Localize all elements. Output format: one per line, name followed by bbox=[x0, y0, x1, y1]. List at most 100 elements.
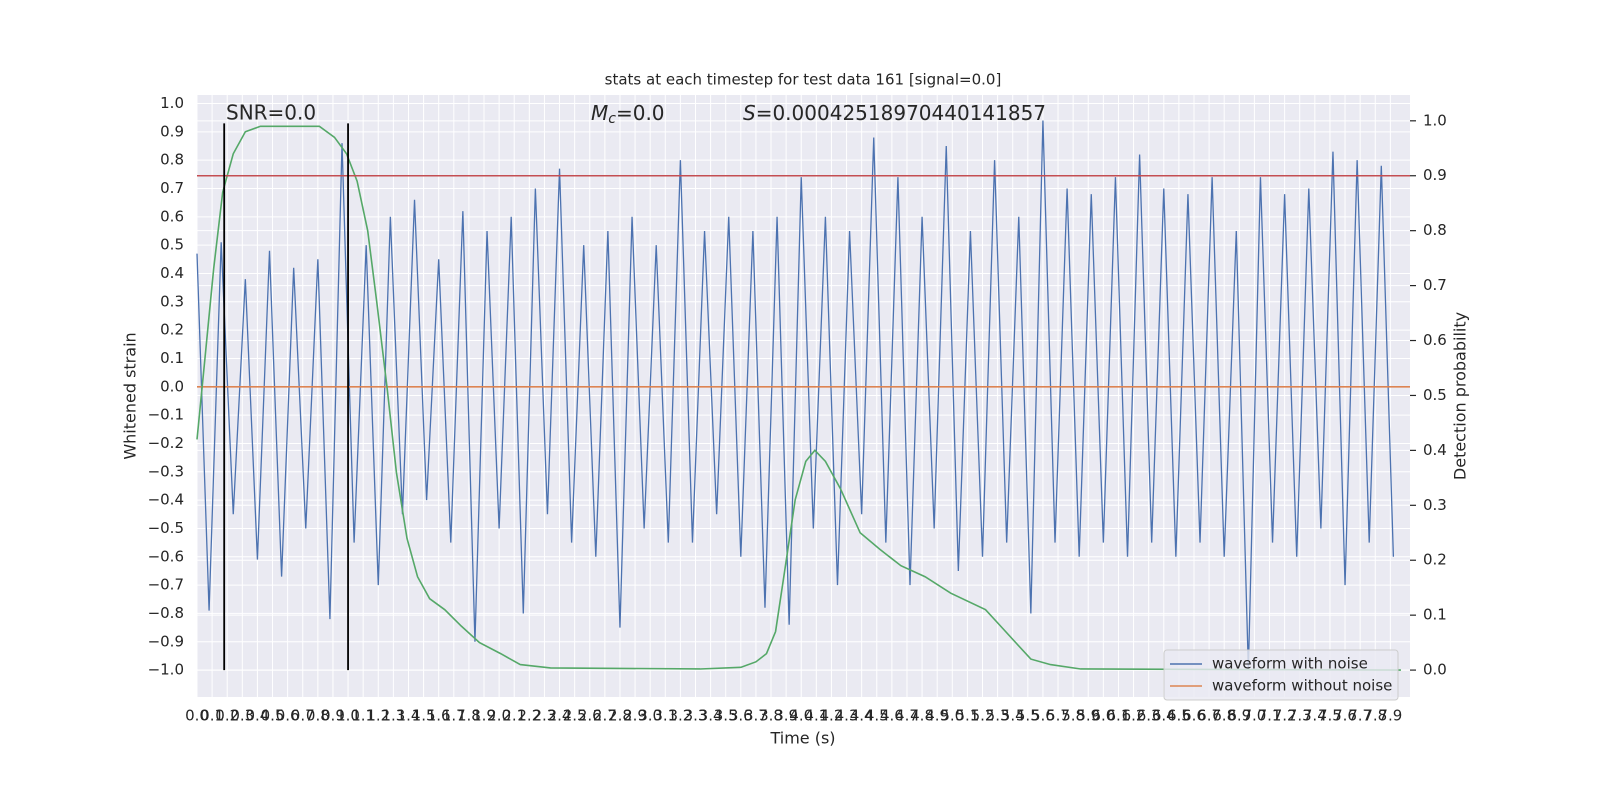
labels: 0.00.10.20.30.40.50.60.70.80.91.01.11.21… bbox=[148, 94, 1447, 725]
x-tick-label: 1.9 bbox=[472, 707, 496, 725]
x-tick-label: 4.4 bbox=[850, 707, 874, 725]
y-tick-label: 0.2 bbox=[160, 321, 184, 339]
x-tick-label: 2.4 bbox=[548, 707, 572, 725]
y2-tick-label: 1.0 bbox=[1423, 111, 1447, 129]
x-tick-label: 4.2 bbox=[820, 707, 844, 725]
x-tick-label: 5.4 bbox=[1001, 707, 1025, 725]
y-tick-label: −0.8 bbox=[148, 604, 184, 622]
x-tick-label: 1.8 bbox=[457, 707, 481, 725]
x-tick-label: 0.0 bbox=[185, 707, 209, 725]
y2-tick-label: 0.9 bbox=[1423, 166, 1447, 184]
x-tick-label: 2.6 bbox=[578, 707, 602, 725]
y2-tick-label: 0.6 bbox=[1423, 331, 1447, 349]
x-tick-label: 3.9 bbox=[774, 707, 798, 725]
x-tick-label: 5.6 bbox=[1031, 707, 1055, 725]
x-tick-label: 7.4 bbox=[1303, 707, 1327, 725]
x-tick-label: 5.2 bbox=[971, 707, 995, 725]
x-axis-label: Time (s) bbox=[769, 729, 835, 748]
x-tick-label: 4.6 bbox=[880, 707, 904, 725]
y-tick-label: 0.7 bbox=[160, 179, 184, 197]
plot-area bbox=[197, 95, 1410, 697]
x-tick-label: 6.1 bbox=[1107, 707, 1131, 725]
x-tick-label: 0.7 bbox=[291, 707, 315, 725]
y-tick-label: 1.0 bbox=[160, 94, 184, 112]
x-tick-label: 5.8 bbox=[1061, 707, 1085, 725]
x-tick-label: 7.0 bbox=[1242, 707, 1266, 725]
x-tick-label: 1.6 bbox=[427, 707, 451, 725]
y2-axis-label: Detection probability bbox=[1451, 312, 1470, 480]
x-tick-label: 4.1 bbox=[804, 707, 828, 725]
x-tick-label: 3.3 bbox=[684, 707, 708, 725]
x-tick-label: 7.9 bbox=[1378, 707, 1402, 725]
x-tick-label: 1.3 bbox=[381, 707, 405, 725]
y-tick-label: −0.5 bbox=[148, 519, 184, 537]
x-tick-label: 1.7 bbox=[442, 707, 466, 725]
x-tick-label: 6.8 bbox=[1212, 707, 1236, 725]
x-tick-label: 2.7 bbox=[593, 707, 617, 725]
x-tick-label: 5.3 bbox=[986, 707, 1010, 725]
x-tick-label: 1.5 bbox=[412, 707, 436, 725]
y2-tick-label: 0.8 bbox=[1423, 221, 1447, 239]
x-tick-label: 7.3 bbox=[1288, 707, 1312, 725]
y-tick-label: 0.9 bbox=[160, 122, 184, 140]
y-axis-label: Whitened strain bbox=[121, 332, 140, 459]
x-tick-label: 6.3 bbox=[1137, 707, 1161, 725]
s-symbol: S bbox=[743, 101, 756, 125]
x-tick-label: 6.9 bbox=[1227, 707, 1251, 725]
y-tick-label: 0.3 bbox=[160, 292, 184, 310]
mc-subscript: c bbox=[608, 111, 616, 127]
y-tick-label: 0.4 bbox=[160, 264, 184, 282]
x-tick-label: 1.1 bbox=[351, 707, 375, 725]
x-tick-label: 6.2 bbox=[1122, 707, 1146, 725]
x-tick-label: 7.2 bbox=[1273, 707, 1297, 725]
x-tick-label: 4.3 bbox=[835, 707, 859, 725]
x-tick-label: 3.1 bbox=[653, 707, 677, 725]
x-tick-label: 0.5 bbox=[261, 707, 285, 725]
x-tick-label: 5.9 bbox=[1076, 707, 1100, 725]
x-tick-label: 4.8 bbox=[910, 707, 934, 725]
x-tick-label: 2.0 bbox=[487, 707, 511, 725]
x-tick-label: 3.4 bbox=[699, 707, 723, 725]
y-tick-label: 0.1 bbox=[160, 349, 184, 367]
x-tick-label: 2.3 bbox=[533, 707, 557, 725]
y-tick-label: −0.3 bbox=[148, 462, 184, 480]
x-tick-label: 4.0 bbox=[789, 707, 813, 725]
x-tick-label: 6.6 bbox=[1182, 707, 1206, 725]
x-tick-label: 7.6 bbox=[1333, 707, 1357, 725]
x-tick-label: 0.9 bbox=[321, 707, 345, 725]
x-tick-label: 6.5 bbox=[1167, 707, 1191, 725]
x-tick-label: 5.5 bbox=[1016, 707, 1040, 725]
x-tick-label: 3.8 bbox=[759, 707, 783, 725]
grid bbox=[196, 95, 1410, 697]
x-tick-label: 3.7 bbox=[744, 707, 768, 725]
x-tick-label: 7.8 bbox=[1363, 707, 1387, 725]
mc-annotation: Mc=0.0 bbox=[591, 101, 665, 128]
x-tick-label: 0.1 bbox=[200, 707, 224, 725]
x-tick-label: 6.0 bbox=[1091, 707, 1115, 725]
x-tick-label: 2.8 bbox=[608, 707, 632, 725]
y2-tick-label: 0.4 bbox=[1423, 441, 1447, 459]
snr-annotation: SNR=0.0 bbox=[226, 101, 316, 125]
x-tick-label: 5.0 bbox=[940, 707, 964, 725]
y-tick-label: 0.0 bbox=[160, 377, 184, 395]
s-value: =0.00042518970440141857 bbox=[756, 101, 1046, 125]
y2-tick-label: 0.1 bbox=[1423, 606, 1447, 624]
y-tick-label: 0.5 bbox=[160, 236, 184, 254]
x-tick-label: 2.9 bbox=[623, 707, 647, 725]
x-tick-label: 0.3 bbox=[230, 707, 254, 725]
x-tick-label: 1.0 bbox=[336, 707, 360, 725]
x-tick-label: 4.7 bbox=[895, 707, 919, 725]
x-tick-label: 4.5 bbox=[865, 707, 889, 725]
x-tick-label: 0.8 bbox=[306, 707, 330, 725]
marks bbox=[196, 120, 1410, 671]
x-tick-label: 0.2 bbox=[215, 707, 239, 725]
mc-value: =0.0 bbox=[616, 101, 665, 125]
chart-title: stats at each timestep for test data 161… bbox=[605, 71, 1002, 89]
x-tick-label: 7.7 bbox=[1348, 707, 1372, 725]
legend: waveform with noise waveform without nois… bbox=[1163, 649, 1399, 701]
y-tick-label: 0.8 bbox=[160, 151, 184, 169]
mc-symbol: M bbox=[591, 101, 608, 125]
y2-tick-label: 0.5 bbox=[1423, 386, 1447, 404]
x-tick-label: 2.5 bbox=[563, 707, 587, 725]
